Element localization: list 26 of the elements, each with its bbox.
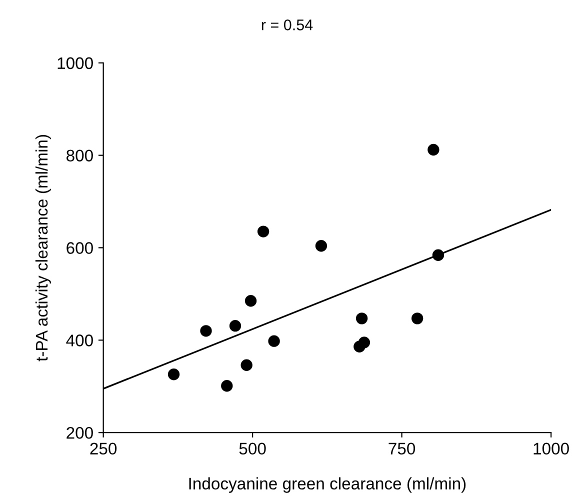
point [432, 249, 444, 261]
y-axis-title: t-PA activity clearance (ml/min) [35, 134, 51, 362]
x-tick-label: 750 [388, 442, 416, 455]
x-axis-title: Indocyanine green clearance (ml/min) [189, 477, 466, 493]
point [168, 368, 180, 380]
y-tick-label: 600 [66, 242, 93, 254]
x-tick-label: 500 [239, 442, 266, 455]
point [315, 240, 328, 252]
chart-title: r = 0.54 [262, 20, 313, 30]
point [221, 380, 233, 392]
y-tick-label: 800 [66, 150, 93, 162]
point [244, 295, 257, 307]
y-tick-label: 400 [66, 334, 93, 346]
point [257, 226, 270, 238]
point [428, 144, 440, 156]
point [411, 312, 424, 324]
point [358, 336, 370, 348]
point [268, 335, 280, 347]
x-tick-label: 250 [90, 442, 117, 455]
point [229, 320, 242, 332]
point [200, 325, 212, 337]
x-tick-label: 1000 [534, 442, 569, 455]
point [240, 359, 252, 371]
point [356, 312, 368, 324]
y-tick-label: 200 [66, 426, 93, 439]
y-tick-label: 1000 [58, 57, 93, 70]
